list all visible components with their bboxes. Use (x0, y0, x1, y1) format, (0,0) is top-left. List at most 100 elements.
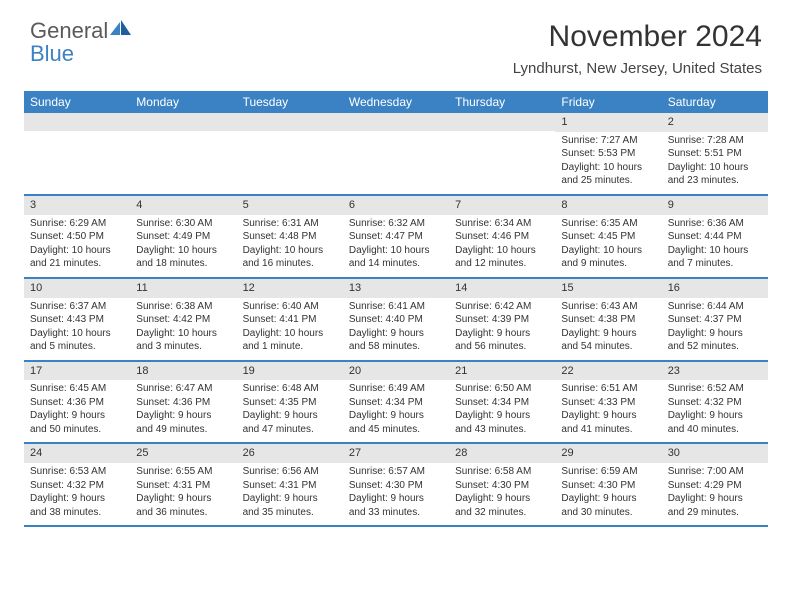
location-text: Lyndhurst, New Jersey, United States (513, 60, 762, 77)
sunrise-text: Sunrise: 6:43 AM (561, 300, 655, 314)
daylight-text: Daylight: 10 hours and 14 minutes. (349, 244, 443, 271)
day-number: 23 (662, 362, 768, 381)
sunset-text: Sunset: 4:50 PM (30, 230, 124, 244)
day-number: 9 (662, 196, 768, 215)
calendar-day-cell: 29 Sunrise: 6:59 AMSunset: 4:30 PMDayligh… (555, 443, 661, 526)
calendar-day-cell: 5Sunrise: 6:31 AMSunset: 4:48 PMDaylight… (237, 195, 343, 278)
logo-word1: General (30, 18, 108, 43)
sunset-text: Sunset: 4:41 PM (243, 313, 337, 327)
weekday-header: Thursday (449, 91, 555, 113)
day-number: 12 (237, 279, 343, 298)
day-number: 4 (130, 196, 236, 215)
sunset-text: Sunset: 4:32 PM (668, 396, 762, 410)
calendar-header-row: SundayMondayTuesdayWednesdayThursdayFrid… (24, 91, 768, 113)
weekday-header: Monday (130, 91, 236, 113)
day-number: 24 (24, 444, 130, 463)
calendar-day-cell: 16Sunrise: 6:44 AMSunset: 4:37 PMDayligh… (662, 278, 768, 361)
daylight-text: Daylight: 9 hours and 35 minutes. (243, 492, 337, 519)
daylight-text: Daylight: 10 hours and 7 minutes. (668, 244, 762, 271)
day-number: 29 (555, 444, 661, 463)
calendar-day-cell: 19Sunrise: 6:48 AMSunset: 4:35 PMDayligh… (237, 361, 343, 444)
sunset-text: Sunset: 4:29 PM (668, 479, 762, 493)
weekday-header: Wednesday (343, 91, 449, 113)
empty-day-bar (24, 113, 130, 131)
day-number: 15 (555, 279, 661, 298)
calendar-day-cell (343, 113, 449, 195)
day-number: 13 (343, 279, 449, 298)
calendar-week-row: 10Sunrise: 6:37 AMSunset: 4:43 PMDayligh… (24, 278, 768, 361)
day-number: 30 (662, 444, 768, 463)
sunrise-text: Sunrise: 6:49 AM (349, 382, 443, 396)
logo-sail-icon (110, 20, 132, 41)
sunrise-text: Sunrise: 6:38 AM (136, 300, 230, 314)
logo: General Blue (30, 20, 132, 66)
calendar-day-cell: 13 Sunrise: 6:41 AMSunset: 4:40 PMDayligh… (343, 278, 449, 361)
sunset-text: Sunset: 4:43 PM (30, 313, 124, 327)
day-number: 20 (343, 362, 449, 381)
daylight-text: Daylight: 9 hours and 29 minutes. (668, 492, 762, 519)
daylight-text: Daylight: 9 hours and 45 minutes. (349, 409, 443, 436)
sunset-text: Sunset: 4:49 PM (136, 230, 230, 244)
day-number: 18 (130, 362, 236, 381)
sunset-text: Sunset: 4:31 PM (243, 479, 337, 493)
calendar-day-cell: 22Sunrise: 6:51 AMSunset: 4:33 PMDayligh… (555, 361, 661, 444)
day-number: 1 (555, 113, 661, 132)
calendar-day-cell: 8Sunrise: 6:35 AMSunset: 4:45 PMDaylight… (555, 195, 661, 278)
daylight-text: Daylight: 9 hours and 30 minutes. (561, 492, 655, 519)
calendar-week-row: 24Sunrise: 6:53 AMSunset: 4:32 PMDayligh… (24, 443, 768, 526)
sunrise-text: Sunrise: 6:47 AM (136, 382, 230, 396)
day-number: 7 (449, 196, 555, 215)
calendar-table: SundayMondayTuesdayWednesdayThursdayFrid… (24, 91, 768, 527)
sunrise-text: Sunrise: 6:41 AM (349, 300, 443, 314)
calendar-day-cell: 30Sunrise: 7:00 AMSunset: 4:29 PMDayligh… (662, 443, 768, 526)
sunrise-text: Sunrise: 6:59 AM (561, 465, 655, 479)
empty-day-bar (343, 113, 449, 131)
daylight-text: Daylight: 9 hours and 47 minutes. (243, 409, 337, 436)
sunset-text: Sunset: 4:40 PM (349, 313, 443, 327)
sunset-text: Sunset: 4:34 PM (455, 396, 549, 410)
day-number: 8 (555, 196, 661, 215)
day-number: 14 (449, 279, 555, 298)
sunrise-text: Sunrise: 6:56 AM (243, 465, 337, 479)
daylight-text: Daylight: 9 hours and 52 minutes. (668, 327, 762, 354)
daylight-text: Daylight: 9 hours and 58 minutes. (349, 327, 443, 354)
day-number: 21 (449, 362, 555, 381)
daylight-text: Daylight: 10 hours and 23 minutes. (668, 161, 762, 188)
calendar-day-cell: 1Sunrise: 7:27 AMSunset: 5:53 PMDaylight… (555, 113, 661, 195)
calendar-day-cell: 26Sunrise: 6:56 AMSunset: 4:31 PMDayligh… (237, 443, 343, 526)
daylight-text: Daylight: 10 hours and 16 minutes. (243, 244, 337, 271)
sunrise-text: Sunrise: 6:32 AM (349, 217, 443, 231)
title-block: November 2024 Lyndhurst, New Jersey, Uni… (513, 20, 762, 77)
sunset-text: Sunset: 4:46 PM (455, 230, 549, 244)
day-number: 25 (130, 444, 236, 463)
day-number: 2 (662, 113, 768, 132)
calendar-day-cell: 6Sunrise: 6:32 AMSunset: 4:47 PMDaylight… (343, 195, 449, 278)
header: General Blue November 2024 Lyndhurst, Ne… (0, 0, 792, 85)
sunrise-text: Sunrise: 6:34 AM (455, 217, 549, 231)
sunset-text: Sunset: 4:30 PM (455, 479, 549, 493)
sunset-text: Sunset: 4:31 PM (136, 479, 230, 493)
daylight-text: Daylight: 10 hours and 9 minutes. (561, 244, 655, 271)
daylight-text: Daylight: 10 hours and 5 minutes. (30, 327, 124, 354)
sunrise-text: Sunrise: 6:58 AM (455, 465, 549, 479)
month-title: November 2024 (513, 20, 762, 54)
sunset-text: Sunset: 4:36 PM (136, 396, 230, 410)
calendar-day-cell: 4Sunrise: 6:30 AMSunset: 4:49 PMDaylight… (130, 195, 236, 278)
sunrise-text: Sunrise: 6:52 AM (668, 382, 762, 396)
weekday-header: Tuesday (237, 91, 343, 113)
weekday-header: Friday (555, 91, 661, 113)
calendar-day-cell (237, 113, 343, 195)
calendar-day-cell (24, 113, 130, 195)
sunset-text: Sunset: 4:30 PM (561, 479, 655, 493)
sunset-text: Sunset: 5:51 PM (668, 147, 762, 161)
calendar-day-cell: 15Sunrise: 6:43 AMSunset: 4:38 PMDayligh… (555, 278, 661, 361)
day-number: 11 (130, 279, 236, 298)
sunrise-text: Sunrise: 6:44 AM (668, 300, 762, 314)
logo-word2: Blue (30, 41, 74, 66)
calendar-day-cell: 20Sunrise: 6:49 AMSunset: 4:34 PMDayligh… (343, 361, 449, 444)
calendar-day-cell: 24Sunrise: 6:53 AMSunset: 4:32 PMDayligh… (24, 443, 130, 526)
day-number: 6 (343, 196, 449, 215)
calendar-day-cell: 18Sunrise: 6:47 AMSunset: 4:36 PMDayligh… (130, 361, 236, 444)
sunrise-text: Sunrise: 6:35 AM (561, 217, 655, 231)
calendar-day-cell: 23Sunrise: 6:52 AMSunset: 4:32 PMDayligh… (662, 361, 768, 444)
